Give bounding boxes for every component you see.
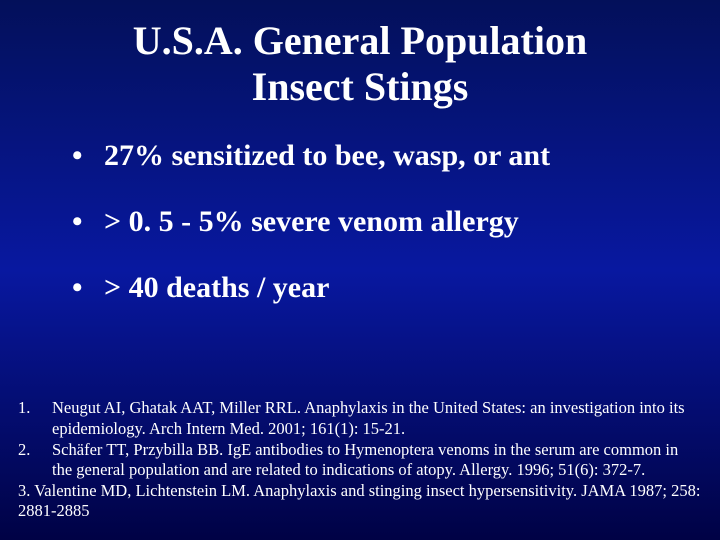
title-line-2: Insect Stings [252, 64, 469, 109]
reference-text: Neugut AI, Ghatak AAT, Miller RRL. Anaph… [52, 398, 702, 439]
references: 1. Neugut AI, Ghatak AAT, Miller RRL. An… [18, 398, 702, 522]
slide-title: U.S.A. General Population Insect Stings [40, 18, 680, 110]
reference-text: Schäfer TT, Przybilla BB. IgE antibodies… [52, 440, 702, 481]
title-line-1: U.S.A. General Population [133, 18, 587, 63]
reference-item: 2. Schäfer TT, Przybilla BB. IgE antibod… [18, 440, 702, 481]
reference-number: 1. [18, 398, 52, 439]
bullet-text: > 0. 5 - 5% severe venom allergy [104, 205, 519, 238]
reference-item: 1. Neugut AI, Ghatak AAT, Miller RRL. An… [18, 398, 702, 439]
slide: U.S.A. General Population Insect Stings … [0, 0, 720, 540]
bullet-list: 27% sensitized to bee, wasp, or ant > 0.… [72, 138, 680, 306]
bullet-item: > 40 deaths / year [72, 270, 680, 306]
reference-number: 2. [18, 440, 52, 481]
reference-item: 3. Valentine MD, Lichtenstein LM. Anaphy… [18, 481, 702, 522]
reference-text: 3. Valentine MD, Lichtenstein LM. Anaphy… [18, 481, 700, 521]
bullet-item: > 0. 5 - 5% severe venom allergy [72, 204, 680, 240]
bullet-text: > 40 deaths / year [104, 271, 329, 304]
bullet-item: 27% sensitized to bee, wasp, or ant [72, 138, 680, 174]
bullet-text: 27% sensitized to bee, wasp, or ant [104, 139, 550, 172]
